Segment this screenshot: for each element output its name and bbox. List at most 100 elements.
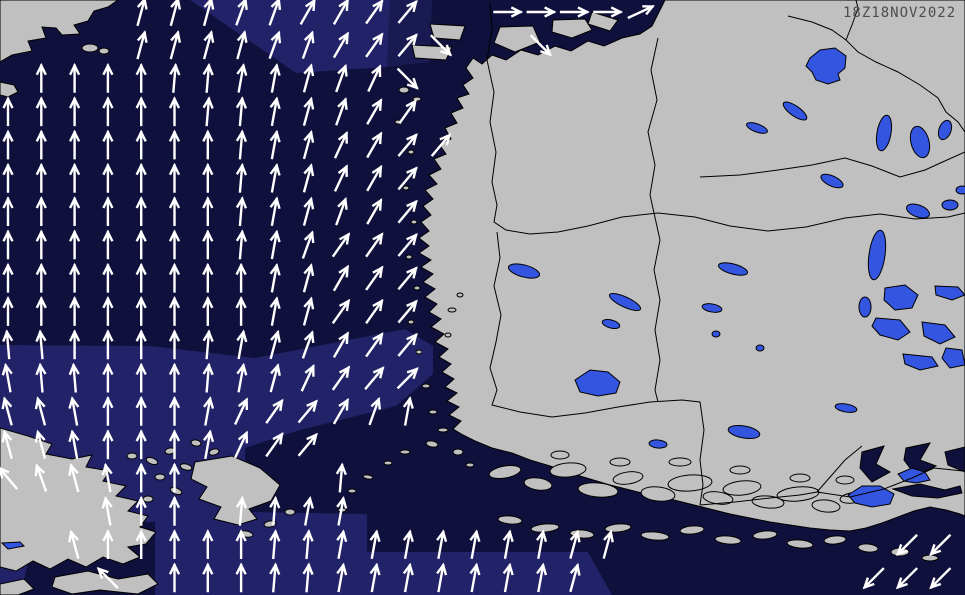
- direction-arrow: [169, 0, 182, 27]
- direction-arrow: [102, 129, 114, 160]
- direction-arrow: [35, 362, 47, 393]
- direction-arrow: [202, 30, 215, 60]
- island: [447, 307, 457, 313]
- direction-arrow: [168, 429, 181, 460]
- direction-arrow: [68, 229, 81, 260]
- direction-arrow: [102, 196, 114, 226]
- direction-arrow: [302, 163, 315, 193]
- island: [398, 86, 410, 94]
- direction-arrow: [2, 229, 14, 260]
- direction-arrow: [269, 63, 281, 93]
- direction-arrow: [235, 562, 247, 593]
- direction-arrow: [102, 529, 114, 559]
- direction-arrow: [168, 129, 181, 160]
- direction-arrow: [368, 396, 382, 426]
- island: [154, 473, 166, 481]
- island: [640, 531, 670, 541]
- direction-arrow: [332, 331, 350, 358]
- direction-arrow: [895, 533, 918, 556]
- direction-arrow: [35, 129, 47, 160]
- direction-arrow: [332, 264, 350, 292]
- direction-arrow: [236, 329, 248, 360]
- direction-arrow: [235, 229, 248, 260]
- border-line: [845, 0, 859, 41]
- lake-layer: [0, 47, 965, 550]
- direction-arrow: [34, 429, 47, 459]
- direction-arrow: [430, 133, 452, 157]
- direction-arrow: [235, 196, 248, 227]
- direction-arrow: [202, 0, 215, 27]
- direction-arrow: [135, 362, 147, 393]
- direction-arrow: [202, 129, 214, 160]
- direction-arrow: [0, 466, 19, 490]
- direction-arrow: [236, 63, 248, 93]
- lake: [717, 262, 749, 276]
- island: [425, 440, 439, 448]
- direction-arrow: [301, 230, 315, 259]
- island: [413, 285, 421, 291]
- direction-arrow: [68, 96, 81, 127]
- direction-arrow: [235, 295, 247, 326]
- direction-arrow: [269, 163, 281, 193]
- direction-arrow: [569, 529, 581, 559]
- direction-arrow: [135, 529, 147, 559]
- direction-arrow: [35, 196, 47, 226]
- direction-arrow: [202, 229, 214, 260]
- direction-arrow: [168, 395, 181, 426]
- direction-arrow: [102, 262, 114, 293]
- island: [609, 457, 631, 467]
- island: [679, 525, 705, 535]
- island: [126, 452, 138, 460]
- direction-arrow: [235, 96, 248, 127]
- direction-arrow: [366, 131, 383, 159]
- channel-island: [587, 11, 619, 32]
- island: [145, 457, 159, 465]
- direction-arrow: [269, 196, 281, 226]
- direction-arrow: [234, 397, 249, 425]
- direction-arrow: [364, 366, 385, 390]
- lake: [955, 185, 965, 195]
- island: [921, 554, 939, 562]
- direction-arrow: [202, 362, 214, 393]
- direction-arrow: [135, 96, 147, 127]
- island: [786, 539, 814, 549]
- direction-arrow: [135, 295, 147, 326]
- archipelago-main-island: [190, 455, 281, 526]
- island: [407, 319, 415, 325]
- direction-arrow: [202, 196, 214, 226]
- direction-arrow: [569, 562, 581, 593]
- direction-arrow: [68, 295, 81, 326]
- direction-arrow: [136, 30, 148, 60]
- direction-arrow: [2, 262, 14, 293]
- direction-arrow: [1, 429, 13, 459]
- direction-arrow: [102, 229, 114, 260]
- direction-arrow: [369, 562, 381, 593]
- direction-arrow: [397, 33, 418, 57]
- channel-island: [429, 23, 466, 41]
- direction-arrow: [236, 362, 248, 393]
- direction-arrow: [269, 296, 281, 326]
- direction-arrow: [333, 130, 349, 159]
- coastal-islet: [0, 81, 19, 98]
- island: [98, 47, 110, 55]
- direction-arrow: [332, 397, 350, 425]
- island: [835, 475, 855, 485]
- lake: [755, 344, 765, 352]
- direction-arrow: [402, 562, 414, 593]
- direction-arrow: [235, 529, 247, 559]
- direction-arrow: [268, 0, 282, 26]
- island: [667, 474, 713, 492]
- direction-arrow: [168, 529, 181, 559]
- direction-arrow: [2, 129, 14, 160]
- direction-arrow: [2, 162, 14, 193]
- direction-arrow: [365, 298, 384, 324]
- border-line: [489, 231, 705, 506]
- lake: [0, 541, 26, 550]
- direction-arrow: [101, 496, 113, 526]
- direction-arrow: [35, 262, 47, 293]
- direction-arrow: [367, 64, 382, 92]
- island: [789, 473, 811, 483]
- lake: [746, 122, 768, 134]
